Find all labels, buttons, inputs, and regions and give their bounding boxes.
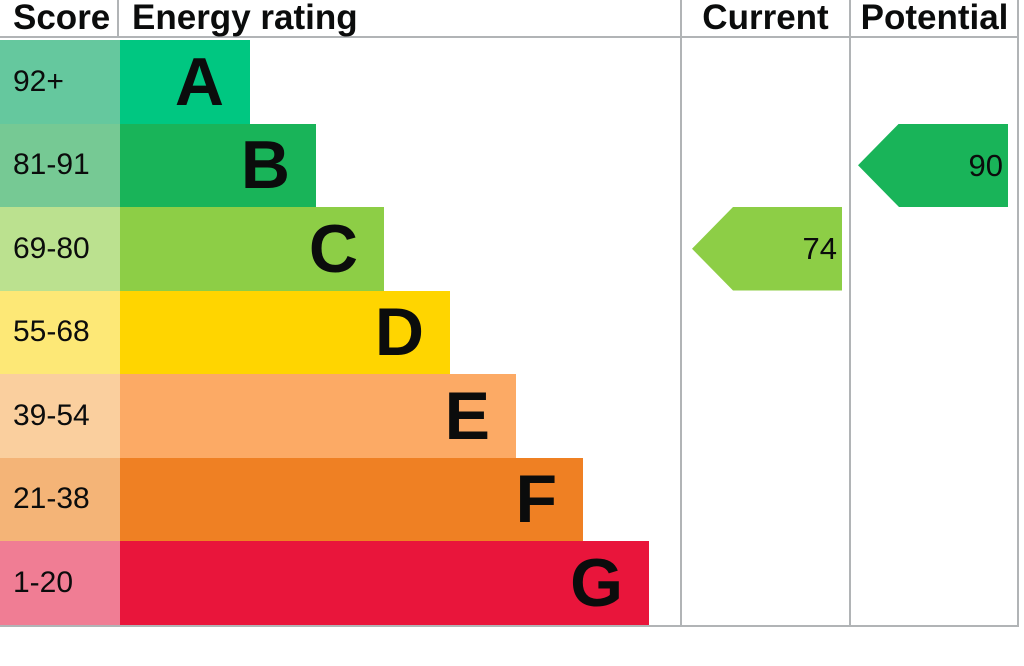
band-row-d: 55-68 D xyxy=(0,290,1019,374)
band-bar-d: D xyxy=(120,290,450,374)
divider-current-column xyxy=(680,0,682,627)
score-range-a: 92+ xyxy=(0,40,120,124)
score-range-c: 69-80 xyxy=(0,207,120,291)
score-range-d: 55-68 xyxy=(0,290,120,374)
band-letter-g: G xyxy=(570,544,623,621)
band-rows: 92+ A 81-91 B 69-80 C 55-68 D 39-54 E 21… xyxy=(0,40,1019,625)
header-score: Score xyxy=(0,0,119,36)
band-letter-a: A xyxy=(174,43,224,120)
band-bar-a: A xyxy=(120,40,250,124)
header-energy-rating: Energy rating xyxy=(132,0,358,37)
band-row-g: 1-20 G xyxy=(0,541,1019,625)
band-bar-b: B xyxy=(120,123,316,207)
score-range-e: 39-54 xyxy=(0,374,120,458)
band-row-c: 69-80 C xyxy=(0,207,1019,291)
chart-header: Score Energy rating Current Potential xyxy=(0,0,1019,38)
band-bar-e: E xyxy=(120,374,516,458)
divider-potential-column xyxy=(849,0,851,627)
band-row-e: 39-54 E xyxy=(0,374,1019,458)
divider-right-edge xyxy=(1017,0,1019,627)
header-potential: Potential xyxy=(860,0,1009,37)
band-bar-c: C xyxy=(120,207,384,291)
band-row-f: 21-38 F xyxy=(0,457,1019,541)
band-letter-b: B xyxy=(240,127,290,204)
band-letter-e: E xyxy=(444,377,490,454)
potential-rating-value: 90 xyxy=(968,147,1003,183)
band-letter-c: C xyxy=(308,210,358,287)
current-rating-value: 74 xyxy=(802,231,837,267)
score-range-g: 1-20 xyxy=(0,541,120,625)
band-bar-g: G xyxy=(120,541,649,625)
header-current: Current xyxy=(702,0,829,37)
divider-bottom xyxy=(0,624,1019,627)
band-row-b: 81-91 B xyxy=(0,123,1019,207)
band-bar-f: F xyxy=(120,457,583,541)
score-range-f: 21-38 xyxy=(0,457,120,541)
band-row-a: 92+ A xyxy=(0,40,1019,124)
band-letter-d: D xyxy=(374,294,424,371)
band-letter-f: F xyxy=(515,461,557,538)
score-range-b: 81-91 xyxy=(0,123,120,207)
